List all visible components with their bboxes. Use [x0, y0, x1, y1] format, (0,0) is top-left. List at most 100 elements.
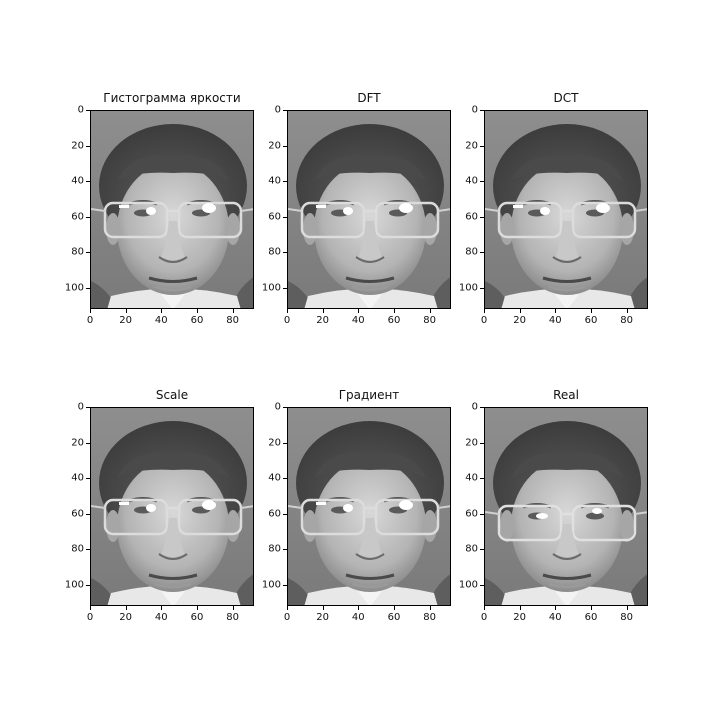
x-tick — [519, 606, 521, 610]
y-tick — [86, 110, 90, 111]
subplot-title: Real — [553, 388, 579, 402]
x-tick-label: 60 — [584, 315, 598, 326]
x-tick-label: 20 — [316, 315, 329, 326]
y-tick — [480, 287, 484, 289]
x-tick — [90, 606, 91, 610]
x-tick-label: 0 — [283, 612, 291, 623]
y-tick — [480, 110, 484, 111]
y-tick — [283, 110, 287, 111]
y-tick — [86, 407, 90, 408]
face-image — [484, 407, 648, 606]
x-tick — [90, 309, 91, 313]
y-tick — [86, 252, 90, 254]
y-tick-label: 40 — [465, 175, 478, 187]
x-tick — [626, 606, 628, 610]
x-tick-label: 0 — [86, 315, 94, 326]
subplot-2: DFT 0 20 40 60 80 100 0 20 40 60 80 — [262, 91, 451, 326]
face-image — [90, 110, 254, 309]
x-tick — [161, 309, 163, 313]
y-tick — [480, 145, 484, 147]
y-tick-label: 40 — [465, 472, 478, 484]
x-tick — [125, 606, 127, 610]
y-tick-label: 80 — [268, 543, 281, 555]
y-tick-label: 0 — [471, 104, 478, 116]
y-tick — [86, 145, 90, 147]
y-tick-label: 40 — [71, 472, 84, 484]
y-tick — [86, 584, 90, 586]
x-tick — [429, 309, 431, 313]
x-tick — [393, 309, 395, 313]
y-tick — [283, 442, 287, 444]
x-tick — [358, 309, 360, 313]
x-tick — [125, 309, 127, 313]
y-tick-label: 20 — [71, 437, 84, 449]
x-tick-label: 40 — [154, 612, 168, 623]
x-tick-label: 60 — [387, 612, 401, 623]
x-tick — [232, 606, 234, 610]
x-tick-label: 40 — [548, 315, 562, 326]
y-tick — [283, 216, 287, 218]
y-tick — [283, 287, 287, 289]
x-tick — [555, 606, 557, 610]
x-tick-label: 80 — [423, 612, 436, 623]
y-tick-label: 40 — [71, 175, 84, 187]
y-tick — [86, 442, 90, 444]
y-tick-label: 0 — [274, 104, 281, 116]
x-tick — [196, 606, 198, 610]
y-tick-label: 100 — [458, 579, 478, 591]
y-tick-label: 20 — [71, 140, 84, 152]
y-tick-label: 20 — [268, 437, 281, 449]
subplot-title: DCT — [553, 91, 579, 105]
face-image — [90, 407, 254, 606]
x-tick — [590, 606, 592, 610]
x-tick-label: 0 — [283, 315, 291, 326]
x-tick-label: 40 — [154, 315, 168, 326]
y-tick-label: 60 — [465, 211, 478, 223]
y-tick-label: 20 — [465, 437, 478, 449]
y-tick — [480, 549, 484, 551]
y-tick — [480, 407, 484, 408]
subplot-6: Real 0 20 40 60 80 100 0 20 40 60 80 — [459, 388, 648, 623]
x-tick — [322, 606, 324, 610]
x-tick-label: 40 — [351, 315, 365, 326]
x-tick — [555, 309, 557, 313]
y-tick-label: 60 — [71, 508, 84, 520]
y-tick — [283, 478, 287, 480]
x-tick — [161, 606, 163, 610]
x-tick-label: 80 — [226, 612, 239, 623]
subplot-title: Градиент — [338, 388, 400, 402]
y-tick-label: 80 — [465, 246, 478, 258]
y-tick — [283, 252, 287, 254]
x-tick-label: 80 — [620, 612, 633, 623]
y-tick-label: 80 — [71, 543, 84, 555]
y-tick-label: 0 — [274, 401, 281, 413]
y-tick-label: 100 — [64, 579, 84, 591]
x-tick — [196, 309, 198, 313]
x-tick-label: 80 — [226, 315, 239, 326]
x-tick — [484, 309, 485, 313]
x-tick-label: 60 — [190, 612, 204, 623]
y-tick — [480, 584, 484, 586]
y-tick-label: 60 — [268, 211, 281, 223]
face-image — [287, 110, 451, 309]
y-tick-label: 40 — [268, 472, 281, 484]
x-tick — [590, 309, 592, 313]
y-tick — [86, 513, 90, 515]
y-tick — [283, 584, 287, 586]
x-tick — [519, 309, 521, 313]
y-tick-label: 100 — [261, 282, 281, 294]
x-tick-label: 20 — [316, 612, 329, 623]
y-tick-label: 60 — [268, 508, 281, 520]
face-image — [287, 407, 451, 606]
subplot-title: DFT — [357, 91, 381, 105]
y-tick — [86, 549, 90, 551]
y-tick-label: 80 — [268, 246, 281, 258]
y-tick-label: 0 — [77, 401, 84, 413]
y-tick — [480, 252, 484, 254]
subplot-title: Гистограмма яркости — [103, 91, 241, 105]
x-tick-label: 0 — [480, 612, 488, 623]
x-tick — [393, 606, 395, 610]
y-tick-label: 80 — [465, 543, 478, 555]
y-tick-label: 40 — [268, 175, 281, 187]
x-tick — [358, 606, 360, 610]
